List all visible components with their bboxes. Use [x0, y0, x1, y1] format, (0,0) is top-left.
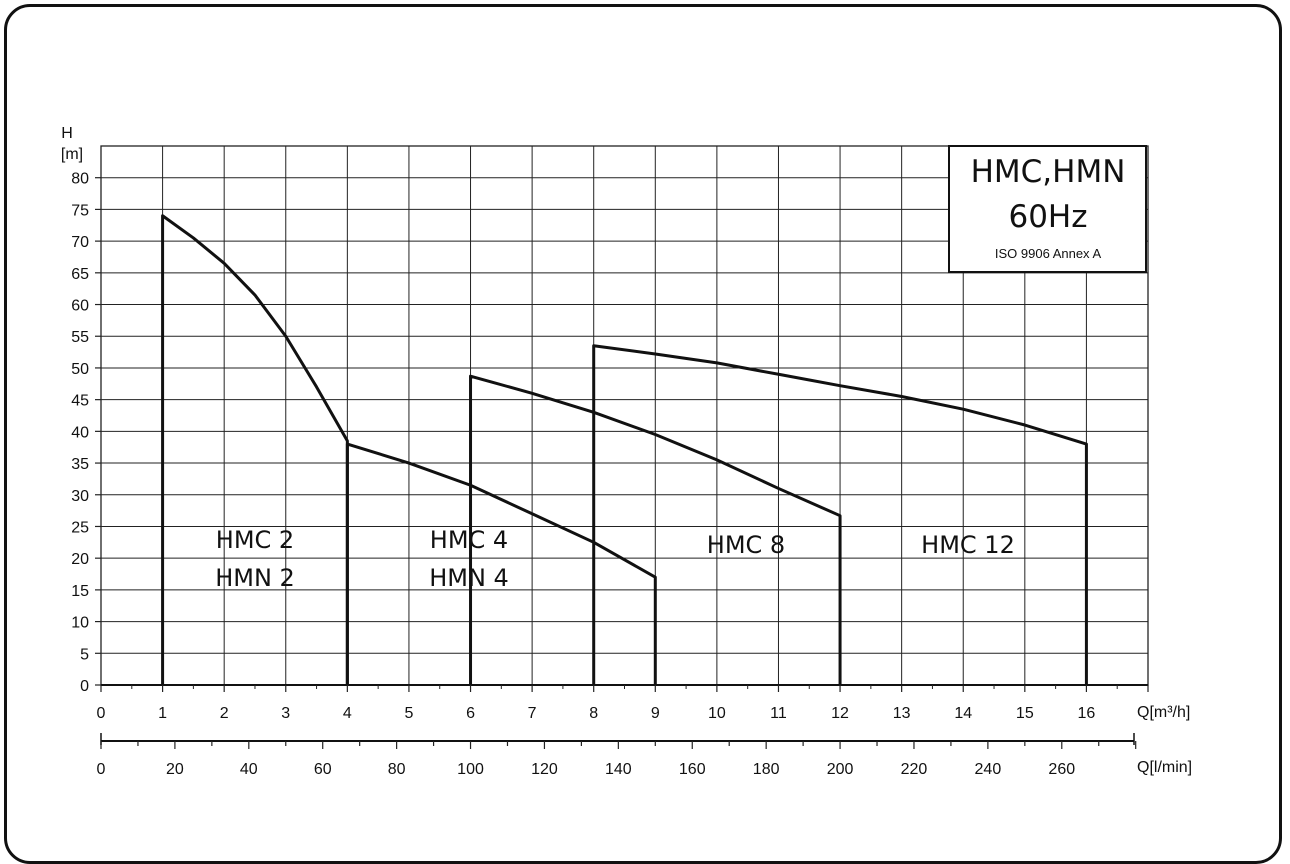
x-tick-label: 6 [466, 705, 475, 722]
x-tick-label: 10 [708, 705, 726, 722]
region-label-1-1: HMC 2 [216, 526, 294, 554]
pump-curve-4 [592, 344, 1088, 685]
title-line1: HMC,HMN [971, 154, 1126, 190]
y-tick-label: 20 [71, 551, 89, 568]
x-tick-label: 2 [220, 705, 229, 722]
region-labels: HMC 2 HMN 2 HMC 4 HMN 4 HMC 8 HMC 12 [215, 526, 1015, 592]
y-tick-label: 65 [71, 266, 89, 283]
x2-tick-label: 140 [605, 761, 632, 778]
x2-tick-label: 60 [314, 761, 332, 778]
x2-tick-label: 160 [679, 761, 706, 778]
x-tick-label: 1 [158, 705, 167, 722]
x-tick-label: 15 [1016, 705, 1034, 722]
y-tick-label: 45 [71, 393, 89, 410]
x-tick-label: 5 [404, 705, 413, 722]
y-axis-label-top: H [61, 125, 73, 142]
x2-tick-label: 20 [166, 761, 184, 778]
x2-tick-label: 200 [827, 761, 854, 778]
y-tick-label: 60 [71, 298, 89, 315]
region-label-4-1: HMC 12 [921, 531, 1015, 559]
x2-tick-label: 120 [531, 761, 558, 778]
x-tick-label: 11 [770, 705, 787, 722]
region-label-1-2: HMN 2 [215, 564, 295, 592]
y-tick-label: 50 [71, 361, 89, 378]
x-axis-secondary-label: Q[l/min] [1137, 759, 1192, 776]
curves [161, 214, 1088, 685]
x-tick-label: 8 [589, 705, 598, 722]
y-tick-label: 25 [71, 519, 89, 536]
title-box: HMC,HMN 60Hz ISO 9906 Annex A [948, 145, 1147, 273]
x-axis-label: Q[m³/h] [1137, 704, 1190, 721]
x-tick-label: 3 [281, 705, 290, 722]
y-tick-label: 80 [71, 171, 89, 188]
y-tick-label: 15 [71, 583, 89, 600]
y-tick-label: 40 [71, 424, 89, 441]
y-tick-label: 75 [71, 202, 89, 219]
y-tick-label: 0 [80, 678, 89, 695]
pump-curve-1 [161, 214, 349, 685]
x2-tick-label: 180 [753, 761, 780, 778]
y-tick-label: 35 [71, 456, 89, 473]
x-tick-label: 14 [954, 705, 972, 722]
pump-curve-2 [345, 442, 657, 685]
x2-tick-label: 80 [388, 761, 406, 778]
y-tick-label: 55 [71, 329, 89, 346]
y-tick-label: 10 [71, 615, 89, 632]
x2-tick-label: 220 [901, 761, 928, 778]
region-label-2-1: HMC 4 [430, 526, 508, 554]
x2-tick-label: 100 [457, 761, 484, 778]
y-tick-label: 30 [71, 488, 89, 505]
x-tick-label: 16 [1078, 705, 1096, 722]
title-line3: ISO 9906 Annex A [995, 246, 1102, 261]
x-tick-label: 13 [893, 705, 911, 722]
x-tick-label: 4 [343, 705, 352, 722]
pump-curve-3 [469, 374, 842, 685]
y-tick-label: 5 [80, 646, 89, 663]
x-tick-label: 12 [831, 705, 849, 722]
x-tick-label: 9 [651, 705, 660, 722]
x-tick-label: 0 [97, 705, 106, 722]
region-label-3-1: HMC 8 [707, 531, 785, 559]
x2-tick-label: 240 [975, 761, 1002, 778]
region-label-2-2: HMN 4 [429, 564, 509, 592]
x2-tick-label: 40 [240, 761, 258, 778]
x2-tick-label: 0 [97, 761, 106, 778]
x-tick-label: 7 [528, 705, 537, 722]
y-tick-label: 70 [71, 234, 89, 251]
x2-tick-label: 260 [1048, 761, 1075, 778]
title-line2: 60Hz [1008, 199, 1087, 235]
y-axis-label-unit: [m] [61, 146, 83, 163]
